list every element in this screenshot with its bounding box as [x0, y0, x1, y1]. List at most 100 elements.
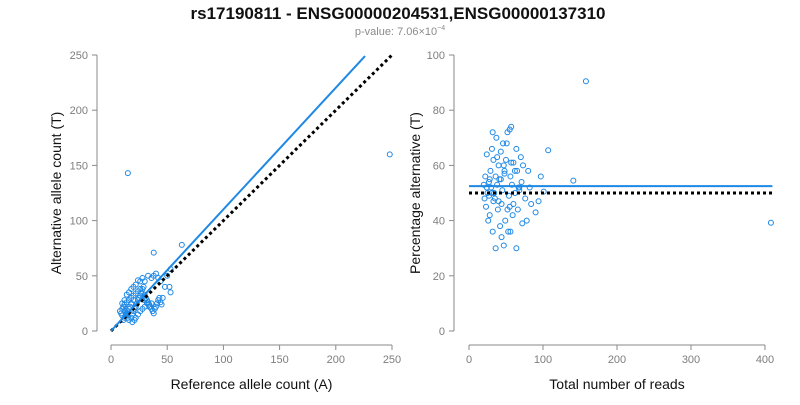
right-data-point: [487, 167, 494, 174]
right-data-point: [492, 173, 499, 180]
figure-subtitle: p-value: 7.06×10−4: [355, 25, 445, 38]
right-data-point: [523, 217, 530, 224]
p-value-times-ten: ×10: [418, 26, 437, 38]
right-data-point: [522, 195, 529, 202]
left-y-tick-label: 250: [70, 50, 88, 62]
right-data-point: [507, 173, 514, 180]
right-data-point: [482, 173, 489, 180]
right-y-tick-label: 80: [433, 105, 445, 117]
left-y-tick-label: 200: [70, 105, 88, 117]
right-data-point: [488, 184, 495, 191]
left-y-tick-label: 50: [76, 271, 88, 283]
p-value-mantissa: 7.06: [397, 26, 418, 38]
right-data-point: [506, 126, 513, 133]
right-data-point: [483, 203, 490, 210]
left-y-axis-label: Alternative allele count (T): [48, 112, 64, 275]
right-data-point: [502, 217, 509, 224]
right-data-point: [515, 184, 522, 191]
right-data-point: [500, 162, 507, 169]
right-data-point: [514, 206, 521, 213]
right-data-point: [508, 159, 515, 166]
allele-count-scatter-panel: 0 50 100 150 200 250 0 50 100 150 200 250 Reference …: [48, 50, 401, 392]
right-data-point: [499, 187, 506, 194]
right-data-point: [513, 245, 520, 252]
right-data-point: [501, 170, 508, 177]
right-data-point: [483, 151, 490, 158]
right-data-point: [492, 245, 499, 252]
right-data-point: [497, 223, 504, 230]
right-data-point: [490, 156, 497, 163]
right-y-tick-label: 20: [433, 271, 445, 283]
left-x-tick-label: 50: [161, 354, 173, 366]
right-data-point: [526, 184, 533, 191]
left-x-axis-label: Reference allele count (A): [171, 376, 333, 392]
right-data-point: [532, 209, 539, 216]
right-data-point: [505, 192, 512, 199]
right-data-point: [767, 219, 774, 226]
right-data-point: [513, 145, 520, 152]
left-data-point: [145, 272, 152, 279]
right-data-point: [520, 162, 527, 169]
left-x-tick-label: 250: [383, 354, 401, 366]
right-data-point: [489, 129, 496, 136]
right-data-point: [545, 147, 552, 154]
right-data-point: [486, 176, 493, 183]
left-data-point: [164, 272, 171, 279]
left-y-tick-label: 100: [70, 216, 88, 228]
right-data-point: [490, 198, 497, 205]
right-data-point: [518, 178, 525, 185]
left-y-tick-label: 0: [82, 326, 88, 338]
left-x-tick-label: 0: [108, 354, 114, 366]
right-y-tick-label: 100: [427, 50, 445, 62]
right-data-point: [489, 228, 496, 235]
right-data-point: [525, 167, 532, 174]
right-data-point: [528, 201, 535, 208]
p-value-exponent: −4: [437, 25, 445, 32]
right-data-point: [505, 228, 512, 235]
left-x-tick-label: 200: [327, 354, 345, 366]
right-data-point: [491, 190, 498, 196]
left-data-point: [141, 303, 148, 310]
right-data-point: [485, 178, 492, 185]
left-data-point: [167, 289, 174, 296]
left-data-point: [131, 316, 138, 323]
left-data-point: [137, 286, 144, 293]
right-y-tick-label: 40: [433, 216, 445, 228]
left-data-point: [178, 241, 185, 248]
right-data-point: [509, 212, 516, 219]
right-data-point: [495, 198, 502, 205]
right-data-point: [537, 173, 544, 180]
p-value-label: p-value:: [355, 26, 397, 38]
right-data-point: [486, 212, 493, 219]
left-reference-line: [109, 53, 394, 333]
right-x-tick-label: 0: [466, 354, 472, 366]
left-data-point: [150, 249, 157, 256]
left-x-tick-label: 100: [214, 354, 232, 366]
right-data-point: [570, 177, 577, 184]
left-data-point: [386, 151, 393, 158]
right-data-point: [582, 78, 589, 85]
right-data-point: [504, 206, 511, 213]
right-data-point: [495, 162, 502, 169]
right-data-point: [507, 228, 514, 235]
right-x-tick-label: 300: [682, 354, 700, 366]
left-data-point: [123, 291, 130, 298]
right-data-point: [510, 159, 517, 166]
right-data-point: [481, 195, 488, 202]
right-data-point: [494, 154, 501, 161]
right-data-point: [494, 206, 501, 213]
right-data-point: [500, 140, 507, 147]
right-data-point: [497, 176, 504, 183]
right-data-point: [511, 167, 518, 174]
right-data-point: [519, 220, 526, 227]
right-data-point: [498, 234, 505, 241]
right-data-point: [494, 181, 501, 188]
right-data-point: [510, 201, 517, 208]
left-data-point: [158, 301, 165, 308]
right-data-point: [517, 154, 524, 161]
right-y-axis-label: Percentage alternative (T): [407, 112, 423, 274]
left-data-point: [161, 283, 168, 290]
right-data-point: [483, 184, 490, 191]
right-data-point: [485, 217, 492, 224]
